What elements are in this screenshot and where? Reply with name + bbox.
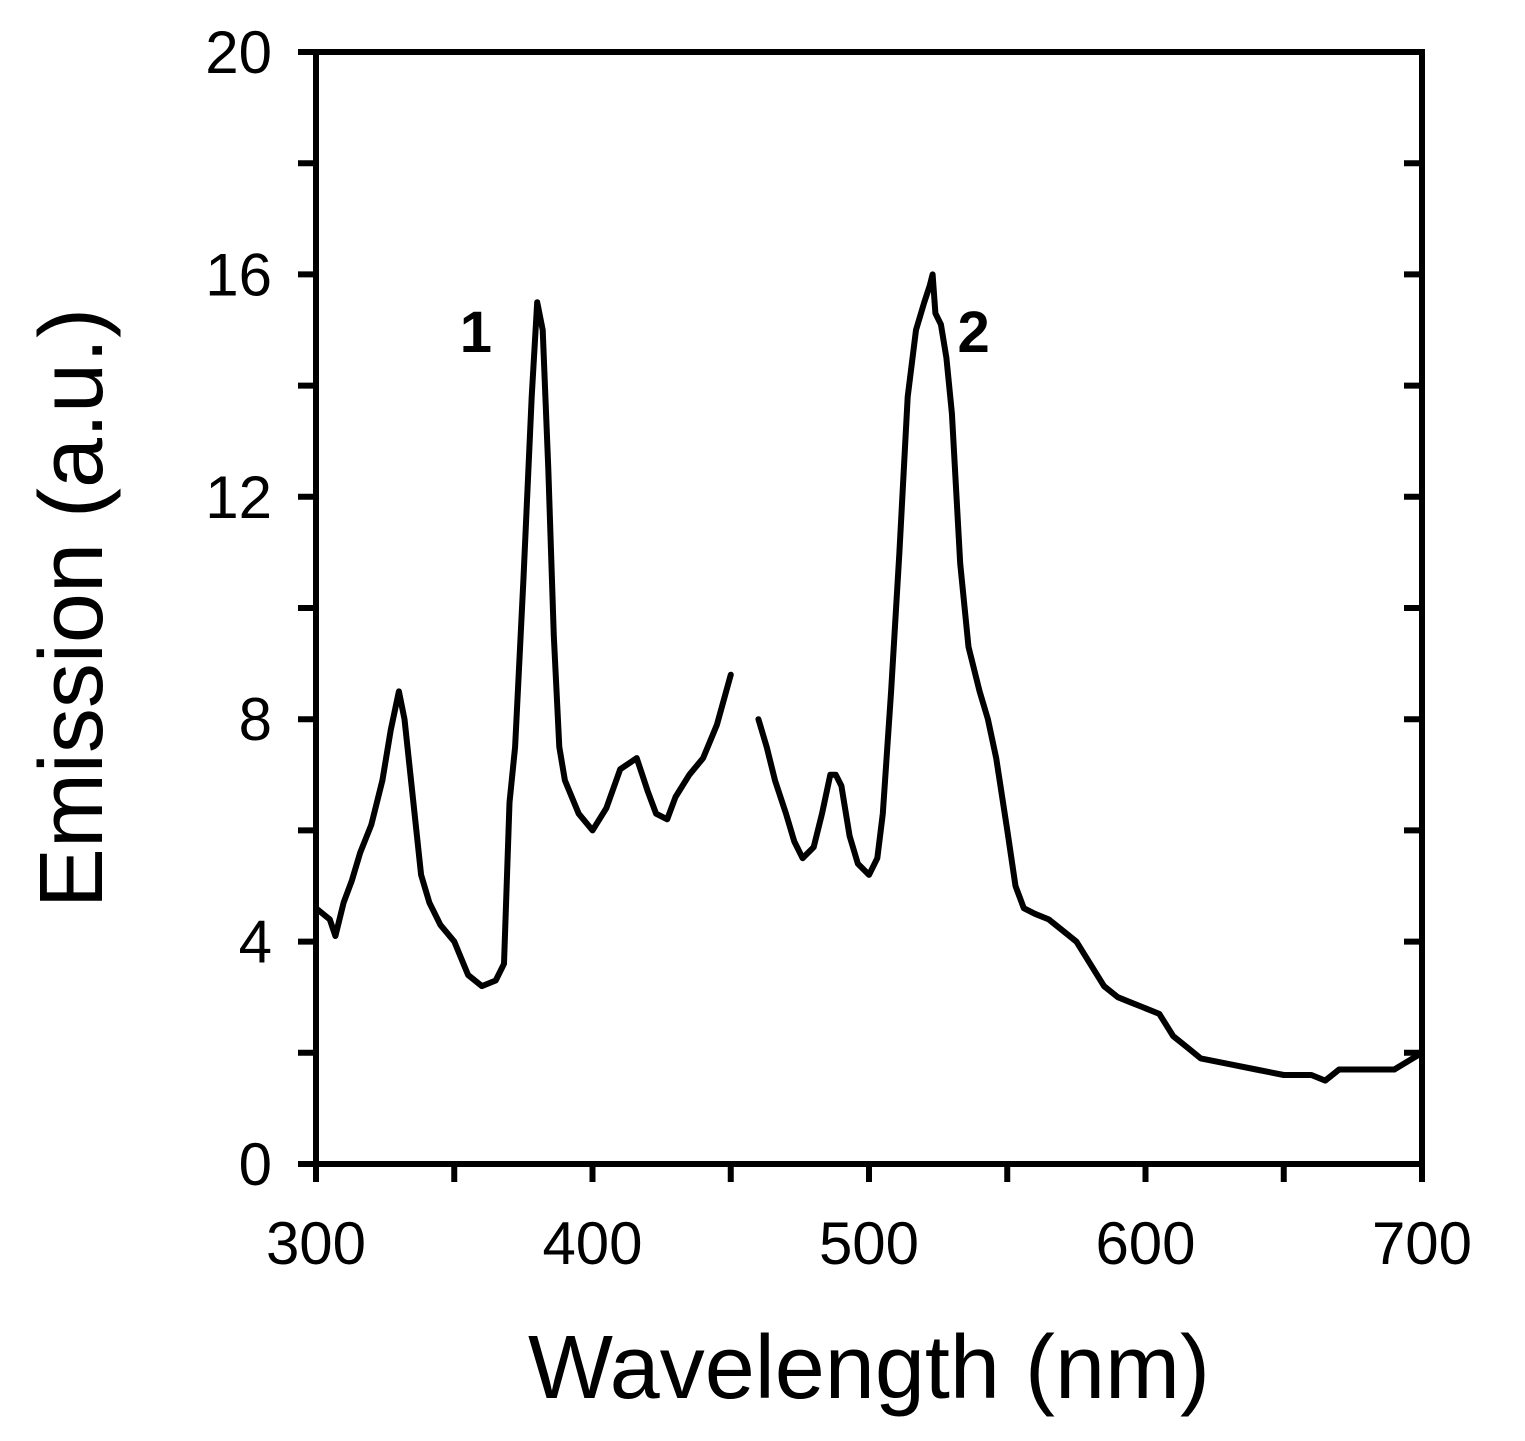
y-tick-label: 0 (239, 1131, 272, 1198)
y-tick-label: 4 (239, 909, 272, 976)
series-line-2 (755, 271, 1425, 1084)
tick-marks (298, 49, 1425, 1182)
y-tick-label: 8 (239, 686, 272, 753)
y-tick-label: 20 (205, 19, 272, 86)
spectrum-series (313, 271, 1425, 1084)
peak-label-2: 2 (957, 300, 989, 365)
y-axis-title: Emission (a.u.) (22, 308, 122, 908)
series-line-1 (313, 299, 734, 990)
x-tick-label: 400 (542, 1210, 642, 1277)
plot-frame (313, 49, 1425, 1167)
y-tick-label: 16 (205, 241, 272, 308)
x-tick-label: 300 (266, 1210, 366, 1277)
x-tick-label: 700 (1372, 1210, 1472, 1277)
y-tick-label: 12 (205, 464, 272, 531)
x-axis-title: Wavelength (nm) (528, 1318, 1210, 1418)
x-tick-label: 500 (819, 1210, 919, 1277)
peak-label-1: 1 (460, 300, 492, 365)
x-tick-label: 600 (1095, 1210, 1195, 1277)
